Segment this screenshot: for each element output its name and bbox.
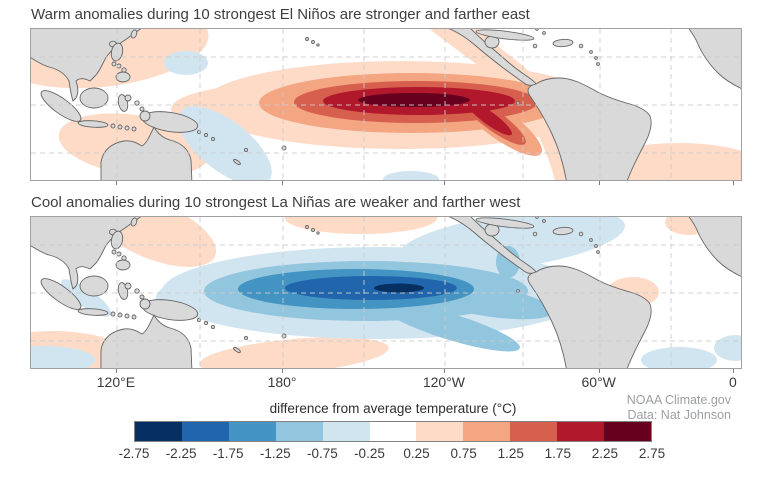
el-nino-anomaly-map (31, 29, 741, 180)
attribution: NOAA Climate.gov Data: Nat Johnson (627, 393, 731, 423)
colorbar-tick-label: -0.75 (306, 446, 338, 461)
colorbar-segment (181, 422, 229, 441)
cool-anomaly-contours (31, 217, 741, 368)
colorbar-segment (322, 422, 370, 441)
colorbar-tick-label: 0.75 (450, 446, 477, 461)
axis-tick (282, 369, 284, 373)
colorbar-tick-label: 2.75 (638, 446, 666, 461)
colorbar-segment (604, 422, 651, 441)
attribution-data-credit: Data: Nat Johnson (627, 407, 731, 422)
la-nina-anomaly-map (31, 217, 741, 368)
map-panel-el-nino (30, 28, 742, 181)
map-panel-la-nina (30, 216, 742, 369)
axis-tick-label: 120°E (96, 374, 136, 390)
colorbar-title: difference from average temperature (°C) (269, 401, 517, 416)
axis-tick (443, 369, 445, 373)
colorbar-ticks: -2.75 -2.25 -1.75 -1.25 -0.75 -0.25 0.25 0.75 1.… (119, 446, 666, 464)
axis-tick-label: 120°W (422, 374, 466, 390)
colorbar-segment (510, 422, 558, 441)
axis-tick (732, 369, 734, 373)
axis-tick (732, 181, 734, 185)
colorbar-tick-label: -1.25 (259, 446, 291, 461)
colorbar-tick-label: 0.25 (403, 446, 430, 461)
figure-footer: NOAA Climate.gov Data: Nat Johnson diffe… (30, 393, 740, 477)
colorbar-segment (557, 422, 605, 441)
colorbar-segment (369, 422, 417, 441)
top-map-tick-strip (30, 181, 740, 191)
longitude-axis: 120°E 180° 120°W 60°W 0 (30, 369, 740, 393)
colorbar-tick-label: 1.25 (497, 446, 524, 461)
axis-tick-label: 180° (267, 374, 297, 390)
panel-title-la-nina: Cool anomalies during 10 strongest La Ni… (31, 194, 521, 211)
colorbar-segment (228, 422, 276, 441)
colorbar (134, 421, 652, 442)
axis-tick (115, 181, 117, 185)
colorbar-segment (275, 422, 323, 441)
colorbar-tick-label: -0.25 (354, 446, 385, 461)
attribution-source: NOAA Climate.gov (626, 393, 731, 407)
colorbar-segment (416, 422, 464, 441)
colorbar-block: difference from average temperature (°C)… (119, 401, 666, 464)
colorbar-tick-label: 1.75 (544, 446, 571, 461)
colorbar-segment (463, 422, 511, 441)
panel-title-el-nino: Warm anomalies during 10 strongest El Ni… (31, 6, 530, 23)
axis-tick (598, 181, 600, 185)
axis-tick (443, 181, 445, 185)
colorbar-tick-label: -2.25 (165, 446, 197, 461)
colorbar-segment (135, 422, 182, 441)
axis-tick (598, 369, 600, 373)
colorbar-tick-label: 2.25 (591, 446, 619, 461)
colorbar-tick-label: -1.75 (212, 446, 244, 461)
colorbar-tick-label: -2.75 (118, 446, 150, 461)
axis-tick (115, 369, 117, 373)
axis-tick (282, 181, 284, 185)
axis-tick-label: 60°W (581, 374, 616, 390)
axis-tick-label: 0 (728, 374, 737, 390)
